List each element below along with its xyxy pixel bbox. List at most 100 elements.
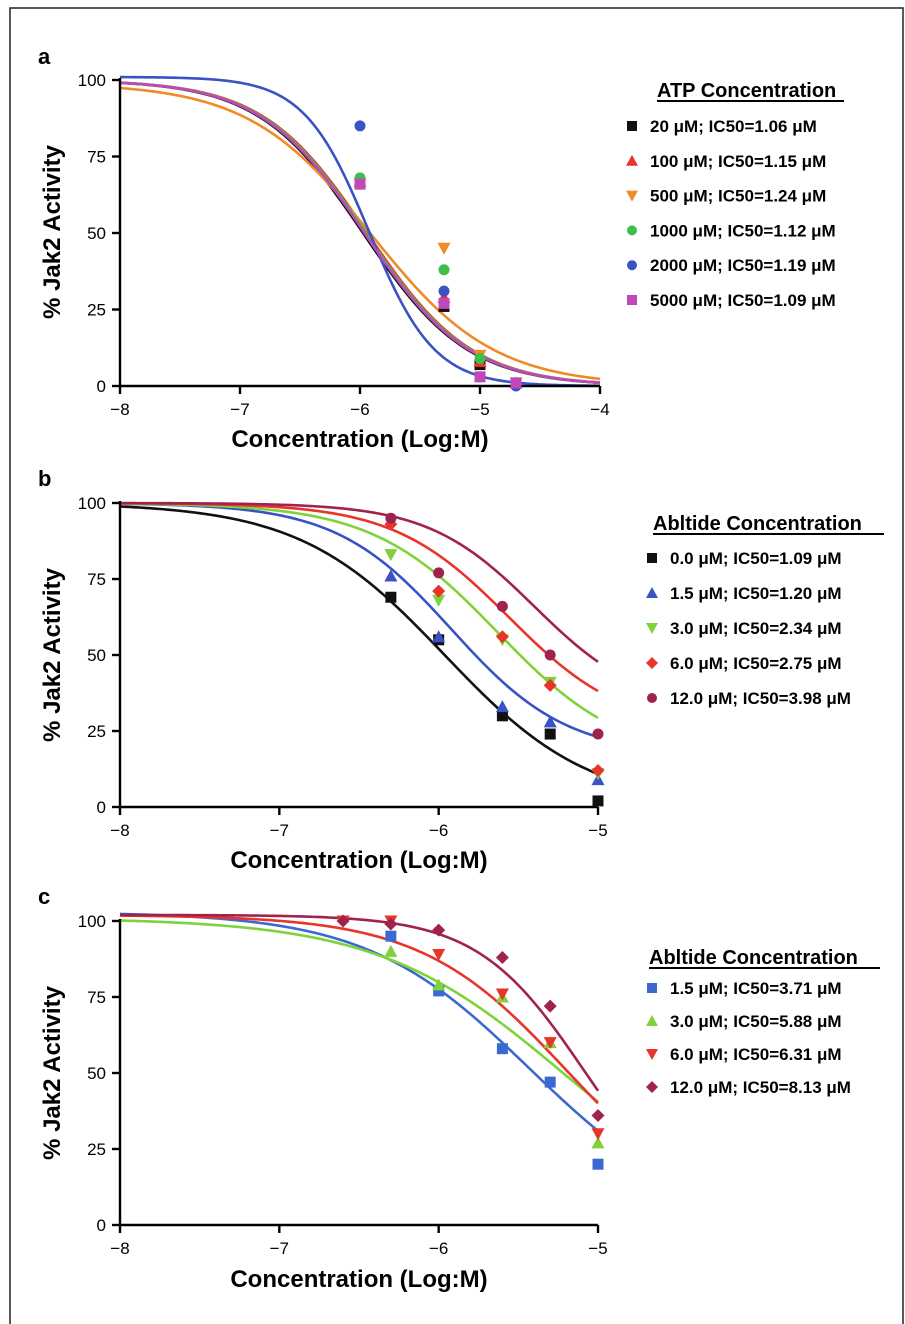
y-axis-label: % Jak2 Activity bbox=[39, 567, 66, 742]
data-point-series-2 bbox=[432, 978, 446, 991]
fit-curve-series-6 bbox=[119, 81, 601, 384]
panel-c: −8 −7 −6 −5 0 25 50 75 100 Concentration (Log:M)%… bbox=[39, 912, 880, 1293]
y-tick-label: 25 bbox=[87, 722, 106, 741]
fit-curves bbox=[119, 912, 600, 1132]
data-point-series-1 bbox=[592, 1158, 604, 1170]
legend-title: Abltide Concentration bbox=[649, 947, 858, 969]
data-point-series-3 bbox=[543, 1037, 557, 1050]
y-tick-label: 50 bbox=[87, 1064, 106, 1083]
data-point-series-5 bbox=[592, 728, 604, 740]
data-point-series-4 bbox=[591, 1109, 605, 1123]
data-point-series-5 bbox=[385, 512, 397, 524]
x-tick-label: −6 bbox=[429, 821, 448, 840]
data-point-series-4 bbox=[495, 950, 509, 964]
data-point-series-4 bbox=[495, 630, 509, 644]
data-point-series-4 bbox=[543, 678, 557, 692]
legend-label-series-5: 2000 μM; IC50=1.19 μM bbox=[650, 256, 836, 275]
legend-label-series-1: 1.5 μM; IC50=3.71 μM bbox=[670, 979, 842, 998]
data-point-series-4 bbox=[432, 923, 446, 937]
x-axis-label: Concentration (Log:M) bbox=[231, 426, 488, 453]
y-tick-label: 25 bbox=[87, 301, 106, 320]
data-points bbox=[336, 914, 605, 1170]
fit-curve-series-3 bbox=[119, 502, 599, 720]
y-tick-label: 0 bbox=[97, 798, 106, 817]
x-tick-label: −4 bbox=[590, 400, 609, 419]
data-point-series-2 bbox=[543, 715, 557, 728]
legend-marker-series-6 bbox=[627, 295, 637, 305]
legend: Abltide Concentration 0.0 μM; IC50=1.09 μ… bbox=[646, 513, 884, 708]
legend-marker-series-4 bbox=[646, 1081, 658, 1093]
legend-marker-series-2 bbox=[626, 154, 638, 166]
data-point-series-6 bbox=[354, 178, 366, 190]
data-point-series-2 bbox=[495, 700, 509, 713]
data-point-series-6 bbox=[510, 377, 522, 389]
y-tick-label: 75 bbox=[87, 148, 106, 167]
data-point-series-3 bbox=[591, 1128, 605, 1141]
data-point-series-1 bbox=[544, 1076, 556, 1088]
data-point-series-3 bbox=[432, 594, 446, 607]
data-point-series-1 bbox=[544, 728, 556, 740]
panel-c-label: c bbox=[38, 884, 50, 909]
data-point-series-3 bbox=[384, 549, 398, 562]
data-point-series-5 bbox=[433, 567, 445, 579]
legend-label-series-2: 100 μM; IC50=1.15 μM bbox=[650, 152, 826, 171]
y-tick-label: 50 bbox=[87, 224, 106, 243]
fit-curve-series-3 bbox=[119, 86, 601, 381]
data-point-series-5 bbox=[544, 649, 556, 661]
data-points bbox=[384, 512, 605, 807]
data-point-series-3 bbox=[437, 242, 451, 255]
data-point-series-4 bbox=[474, 352, 486, 364]
legend-label-series-3: 3.0 μM; IC50=2.34 μM bbox=[670, 619, 842, 638]
y-tick-label: 50 bbox=[87, 646, 106, 665]
x-tick-label: −5 bbox=[470, 400, 489, 419]
fit-curve-series-4 bbox=[120, 913, 600, 1092]
fit-curves bbox=[119, 501, 599, 776]
legend-marker-series-3 bbox=[646, 623, 658, 634]
legend-marker-series-5 bbox=[647, 693, 657, 703]
x-tick-label: −7 bbox=[230, 400, 249, 419]
panel-a-label: a bbox=[38, 44, 51, 69]
x-tick-label: −8 bbox=[110, 1239, 129, 1258]
legend-title: Abltide Concentration bbox=[653, 513, 862, 535]
x-tick-label: −7 bbox=[270, 1239, 289, 1258]
data-point-series-2 bbox=[432, 630, 446, 643]
data-point-series-1 bbox=[496, 1043, 508, 1055]
legend-label-series-4: 12.0 μM; IC50=8.13 μM bbox=[670, 1078, 851, 1097]
x-tick-label: −5 bbox=[588, 821, 607, 840]
x-tick-label: −8 bbox=[110, 821, 129, 840]
fit-curve-series-3 bbox=[119, 914, 599, 1105]
y-tick-label: 75 bbox=[87, 988, 106, 1007]
fit-curve-series-1 bbox=[119, 505, 599, 776]
data-point-series-2 bbox=[591, 1136, 605, 1149]
y-tick-label: 0 bbox=[97, 377, 106, 396]
legend-label-series-2: 3.0 μM; IC50=5.88 μM bbox=[670, 1012, 842, 1031]
y-tick-label: 25 bbox=[87, 1140, 106, 1159]
data-point-series-4 bbox=[438, 264, 450, 276]
y-axis-label: % Jak2 Activity bbox=[39, 985, 66, 1160]
data-point-series-2 bbox=[384, 569, 398, 582]
data-point-series-1 bbox=[433, 985, 445, 997]
legend-marker-series-3 bbox=[646, 1049, 658, 1060]
fit-curve-series-2 bbox=[119, 919, 599, 1103]
panel-a: −8 −7 −6 −5 −4 0 25 50 75 100 Concentration (Log:M… bbox=[39, 71, 844, 453]
x-tick-label: −6 bbox=[350, 400, 369, 419]
y-tick-label: 75 bbox=[87, 570, 106, 589]
legend-label-series-1: 0.0 μM; IC50=1.09 μM bbox=[670, 549, 842, 568]
legend-label-series-3: 500 μM; IC50=1.24 μM bbox=[650, 187, 826, 206]
x-tick-label: −6 bbox=[429, 1239, 448, 1258]
data-point-series-4 bbox=[384, 917, 398, 931]
y-tick-label: 100 bbox=[78, 71, 106, 90]
panel-b-label: b bbox=[38, 466, 51, 491]
data-point-series-5 bbox=[354, 120, 366, 132]
panel-b: −8 −7 −6 −5 0 25 50 75 100 Concentration (Log:M)%… bbox=[39, 494, 884, 874]
legend-label-series-1: 20 μM; IC50=1.06 μM bbox=[650, 117, 817, 136]
legend-label-series-5: 12.0 μM; IC50=3.98 μM bbox=[670, 689, 851, 708]
data-point-series-3 bbox=[495, 988, 509, 1001]
legend-marker-series-2 bbox=[646, 587, 658, 598]
data-point-series-4 bbox=[591, 764, 605, 778]
y-tick-label: 100 bbox=[78, 494, 106, 513]
legend-marker-series-1 bbox=[647, 983, 657, 993]
data-point-series-4 bbox=[543, 999, 557, 1013]
legend-marker-series-4 bbox=[646, 657, 658, 669]
